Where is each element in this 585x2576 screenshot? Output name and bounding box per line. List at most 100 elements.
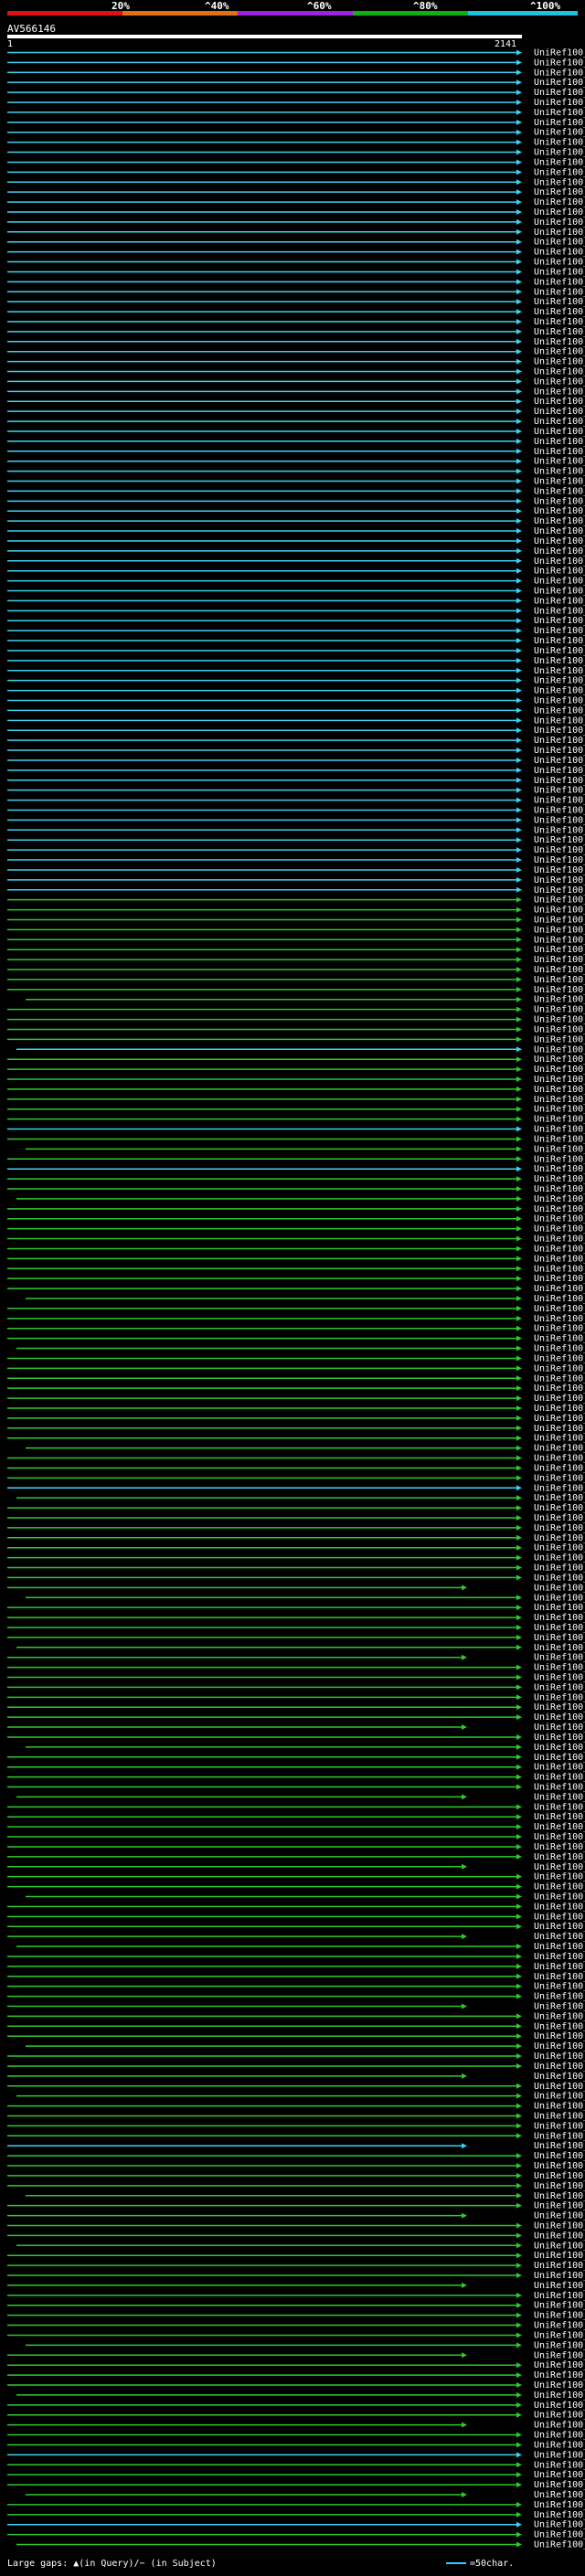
hit-label[interactable]: UniRef100_C4H3U3 [534,1344,585,1354]
hit-label[interactable]: UniRef100_C1MJ55 [534,2370,585,2380]
hit-label[interactable]: UniRef100_Q8H0F9 [534,228,585,238]
hit-label[interactable]: UniRef100_B8B024 [534,557,585,567]
hit-label[interactable]: UniRef100_Q8VYN6 [534,666,585,676]
hit-label[interactable]: UniRef100_C5WBK0 [534,1264,585,1274]
hit-label[interactable]: UniRef100_C6RY90 [534,2201,585,2211]
hit-label[interactable]: UniRef100_B7GE28 [534,1613,585,1623]
hit-label[interactable]: UniRef100_Q04AW5 [534,1712,585,1723]
hit-label[interactable]: UniRef100_B9G144 [534,776,585,786]
hit-label[interactable]: UniRef100_Q01UQ0 [534,1015,585,1025]
hit-label[interactable]: UniRef100_B8PLD9 [534,2051,585,2062]
hit-label[interactable]: UniRef100_C5Z1E3 [534,567,585,577]
hit-label[interactable]: UniRef100_UP1000... [534,2072,585,2082]
hit-label[interactable]: UniRef100_Q0DK50 [534,2221,585,2231]
hit-label[interactable]: UniRef100_A40DL1 [534,2540,585,2550]
hit-label[interactable]: UniRef100_Q34CZ5 [534,2431,585,2441]
hit-label[interactable]: UniRef100_A1XMX6 [534,1125,585,1135]
hit-label[interactable]: UniRef100_B0ENN7 [534,1373,585,1383]
hit-label[interactable]: UniRef100_A6PUL6 [534,1902,585,1912]
hit-label[interactable]: UniRef100_A9SSN2 [534,1144,585,1154]
hit-label[interactable]: UniRef100_Q5JNC6 [534,506,585,516]
hit-label[interactable]: UniRef100_B4CYS2 [534,1952,585,1962]
hit-label[interactable]: UniRef100_B6SN65 [534,267,585,277]
hit-label[interactable]: UniRef100_C6PDE8 [534,2490,585,2500]
hit-label[interactable]: UniRef100_B9NDN3 [534,1304,585,1314]
hit-label[interactable]: UniRef100_C5WM79 [534,1034,585,1044]
hit-label[interactable]: UniRef100_Q7SF03 [534,1862,585,1872]
hit-label[interactable]: UniRef100_C4J1A8 [534,1573,585,1583]
hit-label[interactable]: UniRef100_Q26ZR6 [534,2211,585,2221]
hit-label[interactable]: UniRef100_B9FL83 [534,546,585,557]
hit-label[interactable]: UniRef100_A9TUP9 [534,587,585,597]
hit-label[interactable]: UniRef100_B8GAA4 [534,2241,585,2251]
hit-label[interactable]: UniRef100_B9XB05 [534,1294,585,1304]
hit-label[interactable]: UniRef100_B9HFR9 [534,656,585,666]
hit-label[interactable]: UniRef100_B5XQ66 [534,1164,585,1174]
hit-label[interactable]: UniRef100_C5LBC5 [534,1414,585,1424]
hit-label[interactable]: UniRef100_A0HFZ8 [534,1254,585,1264]
hit-label[interactable]: UniRef100_Q72AD6 [534,1763,585,1773]
hit-label[interactable]: UniRef100_Q6Z522 [534,746,585,756]
hit-label[interactable]: UniRef100_A0D1R6 [534,995,585,1005]
hit-label[interactable]: UniRef100_B3L2H2 [534,2311,585,2321]
hit-label[interactable]: UniRef100_B9RRX6 [534,197,585,207]
hit-label[interactable]: UniRef100_C5RNX6 [534,2301,585,2311]
hit-label[interactable]: UniRef100_A9TBL9 [534,1085,585,1095]
hit-label[interactable]: UniRef100_Q4ZSU3 [534,2510,585,2520]
hit-label[interactable]: UniRef100_B9NX49 [534,207,585,217]
hit-label[interactable]: UniRef100_B9RYV4 [534,447,585,457]
hit-label[interactable]: UniRef100_A8J777 [534,925,585,935]
hit-label[interactable]: UniRef100_B7JXH2 [534,1284,585,1294]
hit-label[interactable]: UniRef100_C5YJ72 [534,347,585,357]
hit-label[interactable]: UniRef100_C0QE59 [534,2141,585,2151]
hit-label[interactable]: UniRef100_UP1000... [534,1204,585,1214]
hit-label[interactable]: UniRef100_Q9FXG3 [534,496,585,506]
hit-label[interactable]: UniRef100_C5XC75 [534,835,585,845]
hit-label[interactable]: UniRef100_Q0KHH1 [534,1962,585,1972]
hit-label[interactable]: UniRef100_A9H674 [534,1822,585,1832]
hit-label[interactable]: UniRef100_B8BQP1 [534,1493,585,1503]
hit-label[interactable]: UniRef100_B0E8Z7 [534,1454,585,1464]
hit-label[interactable]: UniRef100_Q00V25 [534,965,585,975]
hit-label[interactable]: UniRef100_Q6NHP3 [534,2321,585,2331]
hit-label[interactable]: UniRef100_B9HRV6 [534,118,585,128]
hit-label[interactable]: UniRef100_C6LY82 [534,2530,585,2540]
hit-label[interactable]: UniRef100_Q9SJD8 [534,1324,585,1334]
hit-label[interactable]: UniRef100_B9RSY5 [534,457,585,467]
hit-label[interactable]: UniRef100_Q4G557 [534,1842,585,1852]
hit-label[interactable]: UniRef100_A8L443 [534,1922,585,1932]
hit-label[interactable]: UniRef100_C4NF15 [534,258,585,268]
hit-label[interactable]: UniRef100_A1Z8Q7 [534,248,585,258]
hit-label[interactable]: UniRef100_C6QSL1 [534,1932,585,1942]
hit-label[interactable]: UniRef100_A5Q3A4 [534,397,585,407]
hit-label[interactable]: UniRef100_A2Z2M7 [534,526,585,536]
hit-label[interactable]: UniRef100_Q0J5P3 [534,756,585,766]
hit-label[interactable]: UniRef100_B8B9P7 [534,1483,585,1493]
hit-label[interactable]: UniRef100_C4LYK3 [534,1564,585,1574]
hit-label[interactable]: UniRef100_Q6SCK9 [534,1235,585,1245]
hit-label[interactable]: UniRef100_A7PBV5 [534,407,585,417]
hit-label[interactable]: UniRef100_B6DVM3 [534,427,585,437]
hit-label[interactable]: UniRef100_C5ERC0 [534,2281,585,2291]
hit-label[interactable]: UniRef100_B1I2S0 [534,2261,585,2271]
hit-label[interactable]: UniRef100_A6DNB1 [534,1723,585,1733]
hit-label[interactable]: UniRef100_Q04NN1 [534,1753,585,1763]
hit-label[interactable]: UniRef100_A9SID5 [534,596,585,606]
hit-label[interactable]: UniRef100_A9SMD9 [534,1095,585,1105]
hit-label[interactable]: UniRef100_B0TI30 [534,2151,585,2161]
hit-label[interactable]: UniRef100_C9ZK26 [534,1702,585,1712]
hit-label[interactable]: UniRef100_C4J1M8 [534,1044,585,1055]
hit-label[interactable]: UniRef100_Q33B63 [534,805,585,815]
hit-label[interactable]: UniRef100_B8L9G7 [534,238,585,248]
hit-label[interactable]: UniRef100_Q22TJ1 [534,906,585,916]
hit-label[interactable]: UniRef100_UP1000... [534,108,585,118]
hit-label[interactable]: UniRef100_A9TPS0 [534,477,585,487]
hit-label[interactable]: UniRef100_Q7RPY3 [534,2500,585,2510]
hit-label[interactable]: UniRef100_A5B3R2 [534,726,585,736]
hit-label[interactable]: UniRef100_B8N044 [534,2421,585,2431]
hit-label[interactable]: UniRef100_C0PHY5 [534,1194,585,1204]
hit-label[interactable]: UniRef100_B8JSM0 [534,1872,585,1882]
hit-label[interactable]: UniRef100_Q6AEX7 [534,2161,585,2171]
hit-label[interactable]: UniRef100_C5XLA9 [534,766,585,776]
hit-label[interactable]: UniRef100_A5SUN0 [534,1812,585,1822]
